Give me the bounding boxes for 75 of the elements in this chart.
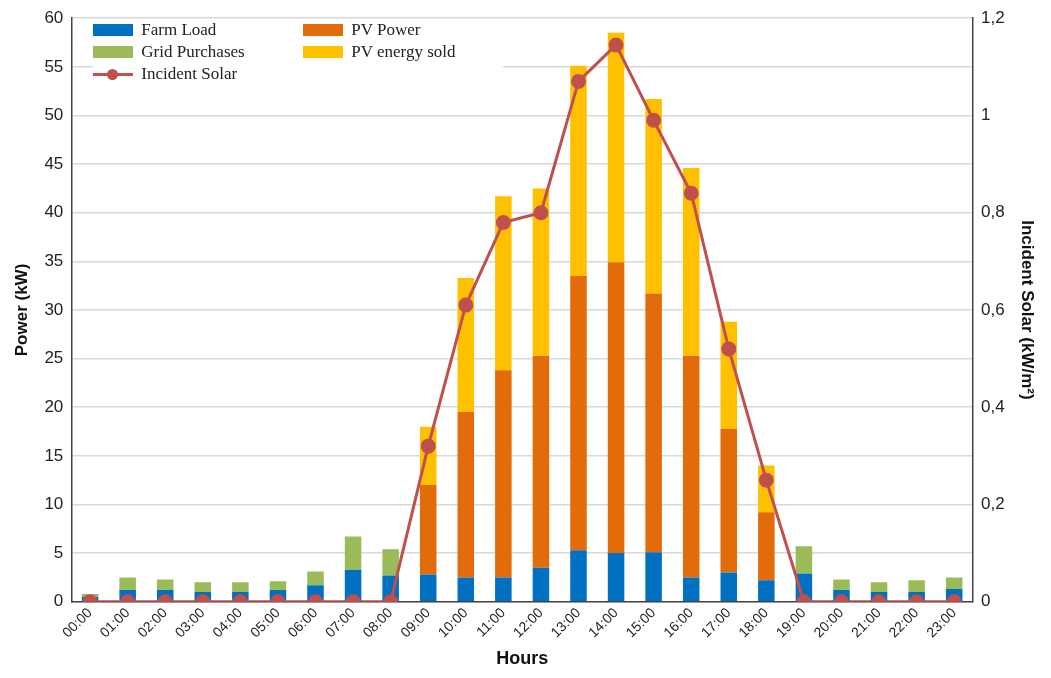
y2-tick-label: 0,2 xyxy=(980,494,1005,514)
bar xyxy=(682,355,700,578)
y-tick-label: 10 xyxy=(44,494,64,514)
bar xyxy=(232,582,249,593)
bar xyxy=(758,512,775,581)
legend-label: Farm Load xyxy=(141,20,217,41)
y2-tick-label: 0,4 xyxy=(980,396,1005,416)
bar xyxy=(495,577,512,601)
bar xyxy=(194,582,212,593)
legend-label: Incident Solar xyxy=(141,64,238,85)
y-tick-label: 40 xyxy=(44,202,64,222)
bar xyxy=(457,577,475,601)
point xyxy=(495,214,511,230)
bar xyxy=(532,188,550,356)
bar xyxy=(908,580,925,593)
y-tick-label: 5 xyxy=(53,542,64,562)
y-tick-label: 60 xyxy=(44,7,64,27)
point xyxy=(646,112,662,128)
bar xyxy=(945,577,963,590)
y-tick-label: 35 xyxy=(44,251,64,271)
bar xyxy=(645,293,662,553)
bar xyxy=(758,580,775,601)
bar xyxy=(720,572,738,601)
bar xyxy=(645,98,662,294)
y-tick-label: 20 xyxy=(44,396,64,416)
bar xyxy=(570,275,587,551)
y-tick-label: 25 xyxy=(44,348,64,368)
bar xyxy=(682,167,700,356)
point xyxy=(608,37,624,53)
bar xyxy=(795,546,813,574)
bar xyxy=(382,549,399,576)
bar xyxy=(607,553,625,601)
bar xyxy=(344,536,362,570)
bar xyxy=(457,412,475,578)
point xyxy=(683,185,699,201)
bar xyxy=(307,571,324,586)
y2-tick-label: 0 xyxy=(980,591,991,611)
point xyxy=(721,341,737,357)
bar xyxy=(720,428,738,573)
legend-label: PV energy sold xyxy=(351,42,456,63)
bar xyxy=(833,579,850,591)
point xyxy=(570,73,586,89)
y-tick-label: 55 xyxy=(44,56,64,76)
legend-label: PV Power xyxy=(351,20,421,41)
y2-axis-title: Incident Solar (kW/m²) xyxy=(1018,220,1038,400)
bar xyxy=(607,32,625,263)
bar xyxy=(495,196,512,371)
bar xyxy=(682,577,700,601)
y-tick-label: 45 xyxy=(44,153,64,173)
y2-tick-label: 1,2 xyxy=(980,7,1005,27)
y-axis-title: Power (kW) xyxy=(11,263,31,357)
y-tick-label: 50 xyxy=(44,105,64,125)
x-axis-title: Hours xyxy=(496,648,549,669)
y-tick-label: 15 xyxy=(44,445,64,465)
legend-label: Grid Purchases xyxy=(141,42,245,63)
bar xyxy=(532,355,550,568)
y-tick-label: 30 xyxy=(44,299,64,319)
y2-tick-label: 0,6 xyxy=(980,299,1005,319)
bar xyxy=(570,550,587,601)
bar xyxy=(119,577,136,591)
y2-tick-label: 1 xyxy=(980,105,991,125)
point xyxy=(458,297,474,313)
bar xyxy=(269,581,287,591)
bar xyxy=(607,262,625,554)
bar xyxy=(570,65,587,276)
y2-tick-label: 0,8 xyxy=(980,202,1005,222)
bar xyxy=(419,574,437,601)
bar xyxy=(419,485,437,575)
bar xyxy=(870,582,888,593)
point xyxy=(533,205,549,221)
bar xyxy=(532,567,550,601)
bar xyxy=(495,370,512,578)
bar xyxy=(645,552,662,601)
y-tick-label: 0 xyxy=(53,591,64,611)
bar xyxy=(156,579,174,591)
